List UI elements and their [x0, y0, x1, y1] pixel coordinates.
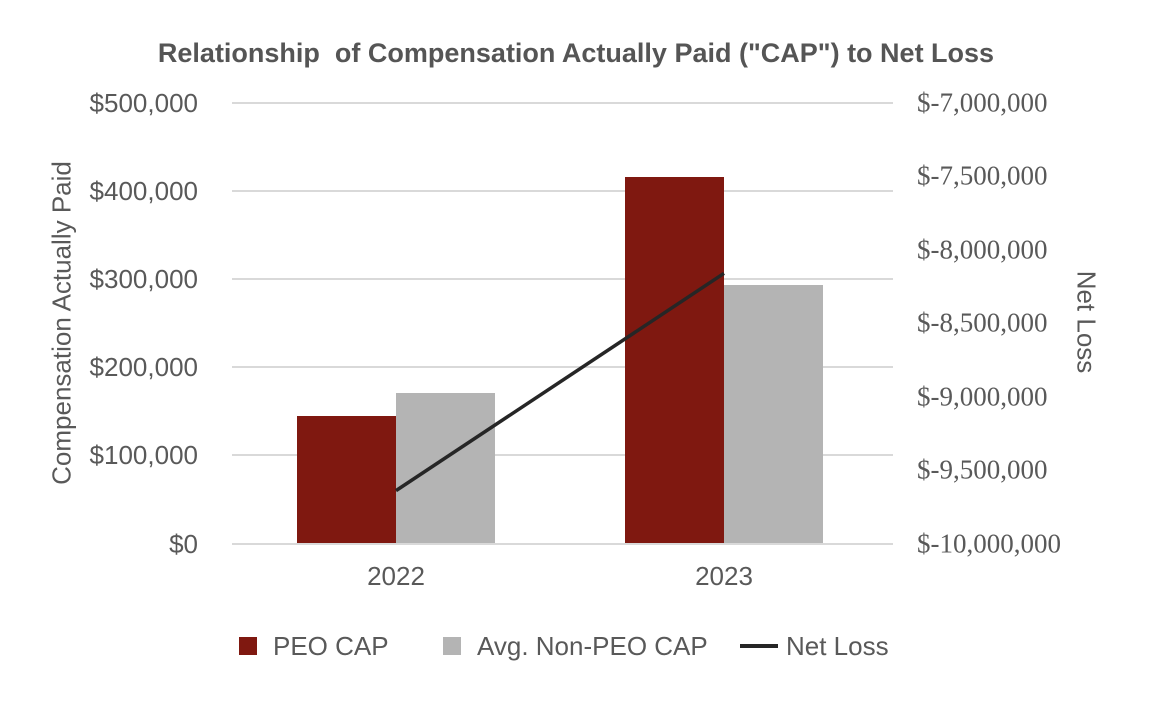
legend-label-peo-cap: PEO CAP [273, 631, 389, 661]
left-axis-tick: $0 [169, 528, 198, 559]
bar-peo-cap-2023 [625, 177, 724, 544]
legend-item-avg-non-peo-cap: Avg. Non-PEO CAP [443, 630, 708, 662]
x-axis-label-2023: 2023 [695, 561, 753, 591]
left-axis-tick: $400,000 [89, 176, 198, 207]
legend-label-net-loss: Net Loss [786, 631, 889, 661]
left-axis-tick: $200,000 [89, 352, 198, 383]
right-axis-tick: $-10,000,000 [917, 528, 1061, 558]
bar-avg-non-peo-cap-2023 [724, 285, 823, 544]
right-axis-tick: $-8,500,000 [917, 307, 1048, 338]
gridline [232, 366, 893, 369]
left-axis-tick: $300,000 [89, 264, 198, 295]
gridline [232, 102, 893, 104]
gridline [232, 190, 893, 193]
legend-marker-avg-non-peo-cap [443, 637, 461, 655]
right-axis-tick: $-9,500,000 [917, 454, 1048, 485]
legend-item-net-loss: Net Loss [740, 630, 889, 662]
bar-peo-cap-2022 [297, 415, 396, 544]
x-axis-label-2022: 2022 [367, 561, 425, 591]
left-axis-tick: $500,000 [89, 88, 198, 118]
legend-marker-net-loss [740, 644, 778, 648]
right-axis-tick: $-9,000,000 [917, 381, 1048, 412]
legend-item-peo-cap: PEO CAP [239, 630, 389, 662]
right-axis-tick: $-7,500,000 [917, 160, 1048, 191]
chart-title: Relationship of Compensation Actually Pa… [157, 38, 995, 68]
left-axis-tick: $100,000 [89, 440, 198, 471]
bar-avg-non-peo-cap-2022 [396, 392, 495, 544]
right-axis-tick: $-8,000,000 [917, 234, 1048, 265]
net-loss-line [395, 271, 725, 493]
legend-label-avg-non-peo-cap: Avg. Non-PEO CAP [477, 631, 708, 661]
legend-marker-peo-cap [239, 637, 257, 655]
right-axis-tick: $-7,000,000 [917, 87, 1048, 118]
gridline [232, 542, 893, 545]
gridline [232, 454, 893, 457]
gridline [232, 278, 893, 281]
